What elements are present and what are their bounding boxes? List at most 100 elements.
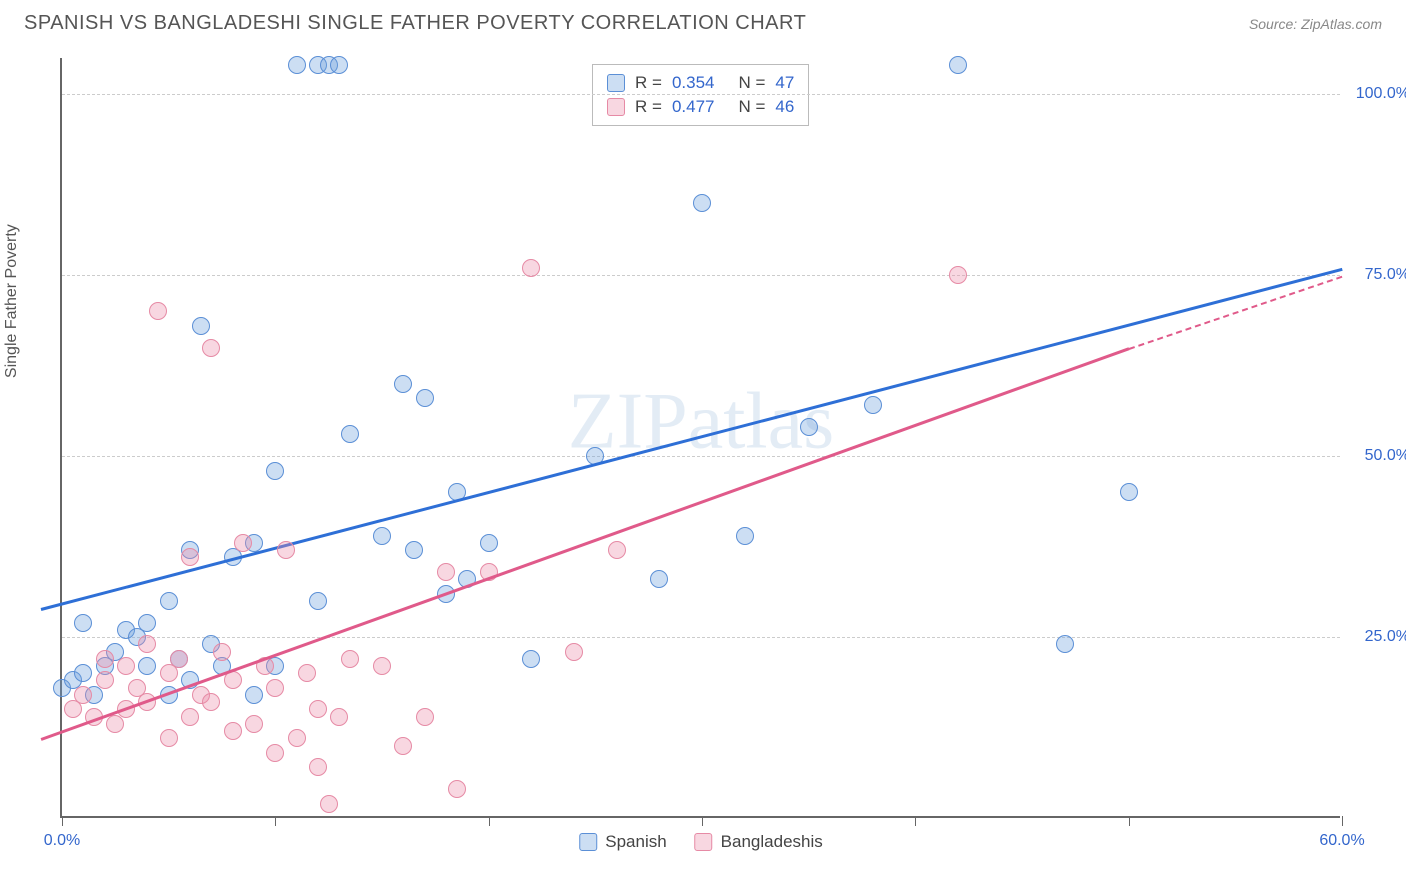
data-point	[1120, 483, 1138, 501]
source-label: Source:	[1249, 16, 1297, 32]
data-point	[224, 722, 242, 740]
data-point	[416, 389, 434, 407]
data-point	[202, 693, 220, 711]
trend-line	[1128, 275, 1342, 349]
data-point	[522, 650, 540, 668]
x-tick	[62, 816, 63, 826]
gridline	[62, 275, 1340, 276]
data-point	[245, 715, 263, 733]
data-point	[405, 541, 423, 559]
legend-n-label: N =	[738, 73, 765, 93]
data-point	[309, 592, 327, 610]
watermark: ZIPatlas	[568, 376, 835, 467]
gridline	[62, 637, 1340, 638]
legend-series-name: Spanish	[605, 832, 666, 852]
data-point	[394, 737, 412, 755]
data-point	[341, 650, 359, 668]
legend-r-label: R =	[635, 97, 662, 117]
legend-n-label: N =	[738, 97, 765, 117]
x-tick	[915, 816, 916, 826]
legend-r-label: R =	[635, 73, 662, 93]
legend-swatch	[607, 98, 625, 116]
legend-swatch	[607, 74, 625, 92]
data-point	[149, 302, 167, 320]
data-point	[288, 56, 306, 74]
legend-stat-row: R = 0.354 N = 47	[607, 71, 794, 95]
data-point	[309, 758, 327, 776]
data-point	[736, 527, 754, 545]
x-tick	[1342, 816, 1343, 826]
data-point	[608, 541, 626, 559]
data-point	[298, 664, 316, 682]
data-point	[373, 527, 391, 545]
x-tick	[489, 816, 490, 826]
trend-line	[40, 268, 1342, 611]
data-point	[373, 657, 391, 675]
data-point	[448, 780, 466, 798]
data-point	[437, 563, 455, 581]
data-point	[330, 708, 348, 726]
legend-r-value: 0.354	[672, 73, 715, 93]
legend-stat-row: R = 0.477 N = 46	[607, 95, 794, 119]
legend-n-value: 47	[775, 73, 794, 93]
data-point	[650, 570, 668, 588]
watermark-zip: ZIP	[568, 377, 688, 465]
data-point	[309, 700, 327, 718]
data-point	[1056, 635, 1074, 653]
source-link[interactable]: ZipAtlas.com	[1301, 16, 1382, 32]
data-point	[266, 462, 284, 480]
data-point	[288, 729, 306, 747]
source-attribution: Source: ZipAtlas.com	[1249, 16, 1382, 32]
data-point	[330, 56, 348, 74]
data-point	[202, 339, 220, 357]
y-tick-label: 75.0%	[1365, 266, 1406, 284]
gridline	[62, 94, 1340, 95]
data-point	[949, 266, 967, 284]
legend-n-value: 46	[775, 97, 794, 117]
x-tick	[1129, 816, 1130, 826]
data-point	[138, 657, 156, 675]
series-legend: Spanish Bangladeshis	[579, 832, 823, 852]
gridline	[62, 456, 1340, 457]
data-point	[74, 614, 92, 632]
data-point	[170, 650, 188, 668]
data-point	[245, 686, 263, 704]
data-point	[800, 418, 818, 436]
data-point	[266, 679, 284, 697]
data-point	[160, 592, 178, 610]
data-point	[480, 534, 498, 552]
data-point	[565, 643, 583, 661]
x-tick	[275, 816, 276, 826]
data-point	[234, 534, 252, 552]
data-point	[224, 671, 242, 689]
y-axis-label: Single Father Poverty	[3, 224, 21, 378]
data-point	[522, 259, 540, 277]
data-point	[266, 744, 284, 762]
data-point	[117, 657, 135, 675]
legend-series-name: Bangladeshis	[721, 832, 823, 852]
data-point	[277, 541, 295, 559]
legend-swatch	[695, 833, 713, 851]
legend-swatch	[579, 833, 597, 851]
chart-title: SPANISH VS BANGLADESHI SINGLE FATHER POV…	[24, 12, 806, 35]
data-point	[341, 425, 359, 443]
legend-series-item: Spanish	[579, 832, 666, 852]
legend-series-item: Bangladeshis	[695, 832, 823, 852]
legend-r-value: 0.477	[672, 97, 715, 117]
data-point	[96, 671, 114, 689]
x-tick-label: 60.0%	[1319, 832, 1364, 850]
y-tick-label: 25.0%	[1365, 628, 1406, 646]
data-point	[138, 614, 156, 632]
data-point	[320, 795, 338, 813]
data-point	[394, 375, 412, 393]
data-point	[949, 56, 967, 74]
data-point	[181, 708, 199, 726]
data-point	[96, 650, 114, 668]
x-tick-label: 0.0%	[44, 832, 80, 850]
data-point	[864, 396, 882, 414]
data-point	[693, 194, 711, 212]
scatter-chart: ZIPatlas R =0.354N =47R =0.477N =46 Span…	[60, 58, 1340, 818]
data-point	[181, 548, 199, 566]
data-point	[213, 643, 231, 661]
trend-line	[40, 348, 1129, 741]
